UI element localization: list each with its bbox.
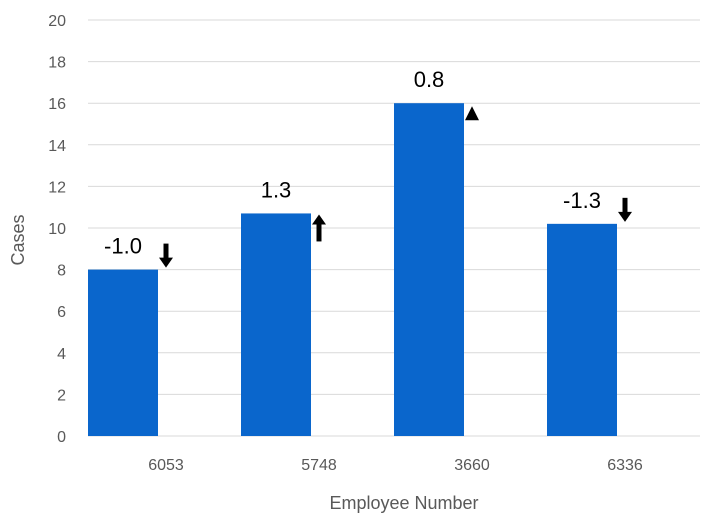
bar-6053 — [88, 269, 158, 436]
x-axis-title: Employee Number — [329, 493, 478, 513]
y-tick-label: 2 — [57, 387, 66, 404]
x-tick-label: 5748 — [301, 457, 337, 474]
trend-icons — [159, 106, 632, 268]
y-axis-ticks: 0 2 4 6 8 10 12 14 16 18 20 — [48, 13, 66, 446]
y-tick-label: 20 — [48, 13, 66, 30]
y-tick-label: 12 — [48, 179, 66, 196]
y-tick-label: 6 — [57, 304, 66, 321]
x-tick-label: 6336 — [607, 457, 643, 474]
y-tick-label: 18 — [48, 55, 66, 72]
arrow-up-icon — [312, 214, 326, 242]
bar-5748 — [241, 213, 311, 436]
arrow-down-icon — [618, 197, 632, 222]
arrow-down-icon — [159, 243, 173, 268]
y-tick-label: 8 — [57, 263, 66, 280]
data-label-5748: 1.3 — [261, 177, 292, 202]
x-tick-label: 6053 — [148, 457, 184, 474]
triangle-up-icon — [465, 106, 479, 121]
bar-3660 — [394, 103, 464, 436]
x-axis-ticks: 6053 5748 3660 6336 — [148, 457, 643, 474]
y-tick-label: 16 — [48, 96, 66, 113]
data-label-6336: -1.3 — [563, 188, 601, 213]
y-tick-label: 0 — [57, 429, 66, 446]
bar-6336 — [547, 223, 617, 436]
y-tick-label: 4 — [57, 346, 66, 363]
y-axis-title: Cases — [8, 214, 28, 265]
bars — [88, 103, 617, 436]
y-tick-label: 10 — [48, 221, 66, 238]
data-label-6053: -1.0 — [104, 234, 142, 259]
data-label-3660: 0.8 — [414, 67, 445, 92]
y-tick-label: 14 — [48, 138, 66, 155]
x-tick-label: 3660 — [454, 457, 490, 474]
data-labels: -1.0 1.3 0.8 -1.3 — [104, 67, 601, 258]
